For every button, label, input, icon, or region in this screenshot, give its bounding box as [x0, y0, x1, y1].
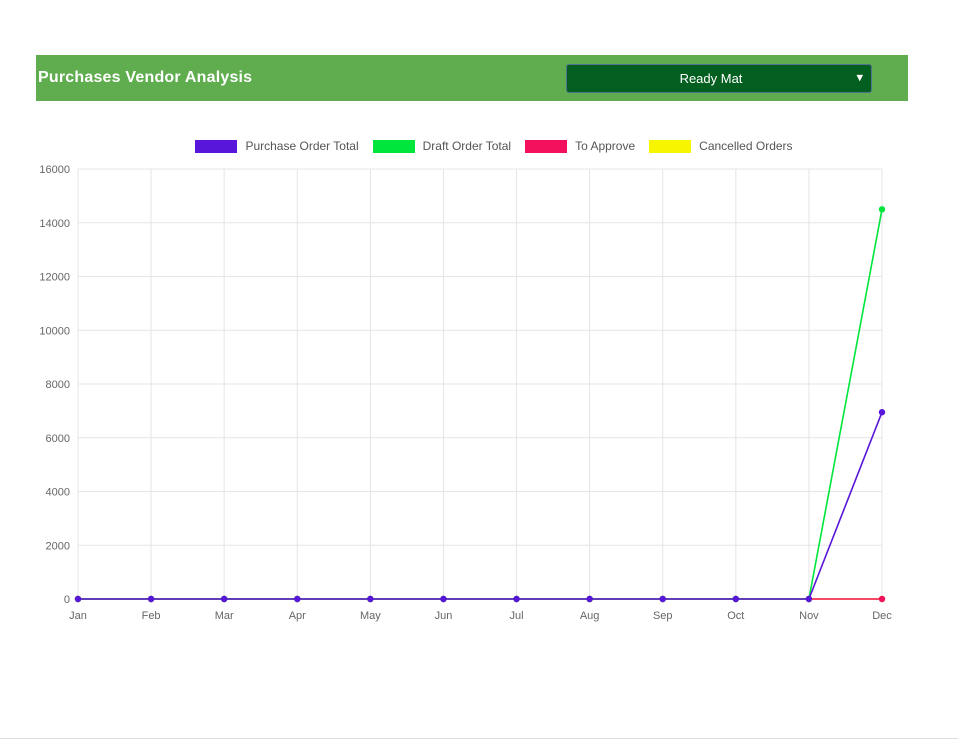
x-tick-label: Jan [69, 610, 87, 622]
x-tick-label: Sep [653, 610, 673, 622]
data-point [878, 595, 886, 603]
x-tick-label: Aug [580, 610, 600, 622]
x-tick-label: Jul [510, 610, 524, 622]
x-tick-label: May [360, 610, 381, 622]
x-tick-label: Mar [215, 610, 234, 622]
y-tick-label: 6000 [46, 433, 70, 445]
legend-swatch [525, 139, 568, 153]
footer-divider [0, 738, 958, 739]
data-point [805, 595, 813, 603]
legend-label: Purchase Order Total [245, 139, 359, 153]
data-point [732, 595, 740, 603]
legend-label: Cancelled Orders [699, 139, 793, 153]
vendor-select[interactable]: Ready Mat [566, 63, 872, 93]
data-point [513, 595, 520, 603]
header-bar: Purchases Vendor Analysis Ready Mat ▾ [36, 55, 908, 101]
legend-item[interactable]: To Approve [525, 139, 635, 153]
data-point [367, 595, 374, 603]
data-point [440, 595, 447, 603]
y-tick-label: 16000 [39, 164, 70, 176]
chart-section: Purchase Order Total Draft Order Total To … [0, 137, 958, 640]
y-tick-label: 12000 [39, 272, 70, 284]
vendor-select-wrapper: Ready Mat ▾ [566, 63, 872, 93]
data-point [294, 595, 301, 603]
legend-label: To Approve [575, 139, 636, 153]
x-tick-label: Dec [872, 610, 892, 622]
x-tick-label: Jun [435, 610, 453, 622]
x-tick-label: Apr [289, 610, 306, 622]
legend-item[interactable]: Cancelled Orders [649, 139, 793, 153]
y-tick-label: 4000 [46, 487, 70, 499]
x-tick-label: Feb [142, 610, 161, 622]
legend-item[interactable]: Purchase Order Total [195, 139, 359, 153]
legend-swatch [649, 139, 692, 153]
x-tick-label: Nov [799, 610, 819, 622]
legend-swatch [372, 139, 415, 153]
legend-label: Draft Order Total [422, 139, 512, 153]
data-point [659, 595, 666, 603]
x-tick-label: Oct [727, 610, 744, 622]
data-point [586, 595, 593, 603]
chart-legend: Purchase Order Total Draft Order Total To … [30, 137, 958, 155]
data-point [74, 595, 82, 603]
data-point [220, 595, 228, 603]
series-draft-order-total [74, 206, 886, 603]
y-tick-label: 0 [64, 594, 70, 606]
chart-svg: 0 2000 4000 6000 8000 10000 12000 14000 16000 Jan… [39, 164, 892, 622]
page-title: Purchases Vendor Analysis [38, 69, 253, 86]
vendor-analysis-chart: 0 2000 4000 6000 8000 10000 12000 14000 16000 Jan… [28, 157, 958, 640]
y-tick-label: 2000 [46, 540, 70, 552]
y-tick-label: 10000 [39, 325, 70, 337]
legend-swatch [195, 139, 238, 153]
chart-grid: 0 2000 4000 6000 8000 10000 12000 14000 16000 Jan… [39, 164, 892, 622]
series-purchase-order-total [74, 409, 886, 603]
data-point [878, 206, 886, 213]
legend-item[interactable]: Draft Order Total [372, 139, 512, 153]
y-tick-label: 8000 [46, 379, 70, 391]
y-tick-label: 14000 [39, 218, 70, 230]
data-point [147, 595, 155, 603]
data-point [878, 409, 886, 416]
